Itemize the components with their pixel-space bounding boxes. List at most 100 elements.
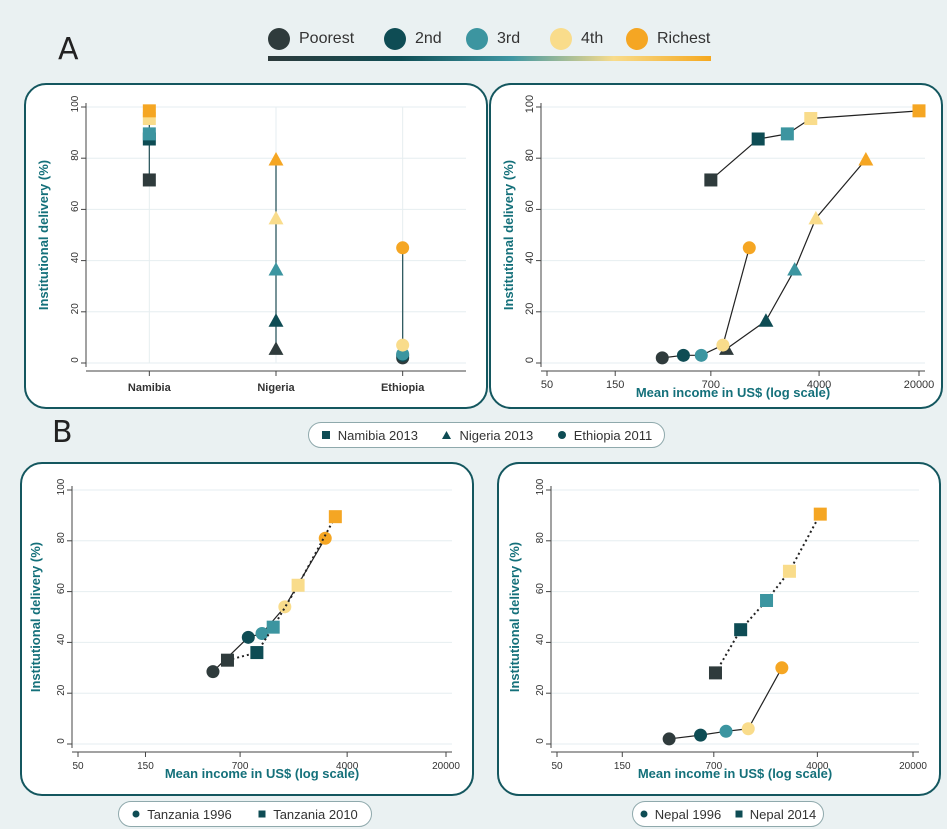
legend-item-4th: 4th — [550, 28, 603, 50]
data-point — [220, 653, 234, 667]
panel-b-right: 0 20 40 60 80 100 Institutional delivery (%) 50… — [497, 462, 941, 796]
data-point — [318, 531, 332, 545]
y-tick-label: 100 — [535, 478, 546, 495]
circle-marker-icon — [640, 810, 648, 818]
chart-a-right: 0 20 40 60 80 100 Institutional delivery (%) 50… — [501, 95, 935, 400]
triangle-marker-icon — [442, 431, 452, 439]
circle-marker-icon — [557, 431, 566, 439]
legend-label: Nepal 1996 — [654, 806, 722, 822]
x-tick-label: 4000 — [806, 761, 829, 772]
data-point — [708, 666, 722, 680]
data-point — [655, 351, 669, 365]
data-point — [780, 127, 794, 141]
data-point — [206, 665, 220, 679]
y-axis-label: Institutional delivery (%) — [36, 160, 51, 310]
legend-item-tanzania-2010: Tanzania 2010 — [258, 807, 358, 822]
y-axis-label: Institutional delivery (%) — [507, 542, 522, 692]
x-tick-label: 20000 — [904, 379, 935, 391]
nepal-legend: Nepal 1996 Nepal 2014 — [632, 801, 824, 827]
data-point — [782, 564, 796, 578]
y-tick-label: 80 — [524, 149, 536, 161]
data-point — [808, 210, 824, 225]
y-axis-label: Institutional delivery (%) — [28, 542, 43, 692]
data-point — [268, 152, 284, 166]
section-a-label: A — [58, 32, 79, 67]
data-point — [662, 732, 676, 746]
data-point — [241, 630, 255, 644]
x-tick-label: 700 — [232, 761, 249, 772]
data-point — [912, 104, 926, 118]
legend-label: Nigeria 2013 — [459, 427, 534, 443]
quintile-gradient-bar — [268, 56, 711, 61]
data-point — [328, 510, 342, 524]
y-tick-label: 60 — [56, 583, 67, 595]
tanzania-legend: Tanzania 1996 Tanzania 2010 — [118, 801, 372, 827]
panel-a-left: 0 20 40 60 80 100 Institutional delivery (%) Na… — [24, 83, 488, 409]
legend-label: Tanzania 1996 — [147, 806, 232, 822]
country-legend: Namibia 2013 Nigeria 2013 Ethiopia 2011 — [308, 422, 665, 448]
legend-label: Richest — [657, 30, 711, 47]
legend-label: 4th — [581, 30, 604, 47]
legend-item-namibia: Namibia 2013 — [321, 428, 418, 443]
legend-item-ethiopia: Ethiopia 2011 — [557, 427, 653, 443]
data-point — [704, 173, 718, 187]
x-tick-label: Ethiopia — [381, 382, 425, 394]
square-marker-icon — [321, 431, 330, 439]
x-tick-label: 4000 — [807, 379, 831, 391]
data-point — [676, 348, 690, 362]
data-point — [719, 724, 733, 738]
data-point — [142, 104, 156, 118]
square-marker-icon — [735, 810, 743, 818]
x-tick-label: 150 — [614, 761, 631, 772]
third-dot-icon — [466, 28, 488, 50]
data-point — [268, 341, 284, 355]
legend-item-richest: Richest — [626, 28, 710, 50]
series-line — [212, 537, 326, 673]
data-point — [741, 722, 755, 736]
chart-b-left: 0 20 40 60 80 100 Institutional delivery (%) 50… — [28, 478, 460, 781]
x-tick-label: 50 — [551, 761, 563, 772]
y-tick-label: 100 — [56, 478, 67, 495]
legend-item-nigeria: Nigeria 2013 — [441, 428, 533, 443]
x-tick-label: 150 — [137, 761, 154, 772]
data-point — [268, 262, 284, 276]
legend-label: 2nd — [415, 30, 442, 47]
data-point — [858, 152, 874, 166]
data-point — [742, 241, 756, 255]
y-tick-label: 40 — [524, 251, 536, 263]
panel-a-right: 0 20 40 60 80 100 Institutional delivery (%) 50… — [489, 83, 943, 409]
y-tick-label: 20 — [524, 303, 536, 315]
legend-label: Ethiopia 2011 — [573, 427, 653, 443]
y-tick-label: 20 — [70, 303, 81, 315]
poorest-dot-icon — [268, 28, 290, 50]
y-tick-label: 60 — [70, 200, 81, 212]
legend-item-2nd: 2nd — [384, 28, 442, 50]
data-point — [694, 348, 708, 362]
legend-label: Namibia 2013 — [337, 427, 418, 443]
data-point — [268, 210, 284, 225]
y-tick-label: 80 — [535, 532, 546, 544]
y-tick-label: 0 — [524, 357, 536, 363]
data-point — [813, 507, 827, 521]
y-tick-label: 40 — [56, 633, 67, 645]
y-tick-label: 80 — [56, 532, 67, 544]
y-tick-label: 100 — [70, 95, 81, 112]
x-tick-label: Nigeria — [257, 382, 295, 394]
data-point — [775, 661, 789, 675]
section-b-label: B — [52, 415, 73, 450]
y-tick-label: 20 — [535, 684, 546, 696]
legend-label: Nepal 2014 — [749, 806, 817, 822]
data-point — [396, 347, 410, 361]
y-tick-label: 20 — [56, 684, 67, 696]
y-tick-label: 60 — [535, 583, 546, 595]
panel-b-left: 0 20 40 60 80 100 Institutional delivery (%) 50… — [20, 462, 474, 796]
x-tick-label: 20000 — [432, 761, 460, 772]
fourth-dot-icon — [550, 28, 572, 50]
data-point — [694, 728, 708, 742]
legend-label: Tanzania 2010 — [273, 806, 358, 822]
y-tick-label: 60 — [524, 200, 536, 212]
quintile-legend: Poorest 2nd 3rd 4th Richest — [268, 26, 713, 66]
legend-label: Poorest — [299, 30, 355, 47]
x-tick-label: 4000 — [336, 761, 359, 772]
data-point — [291, 578, 305, 592]
